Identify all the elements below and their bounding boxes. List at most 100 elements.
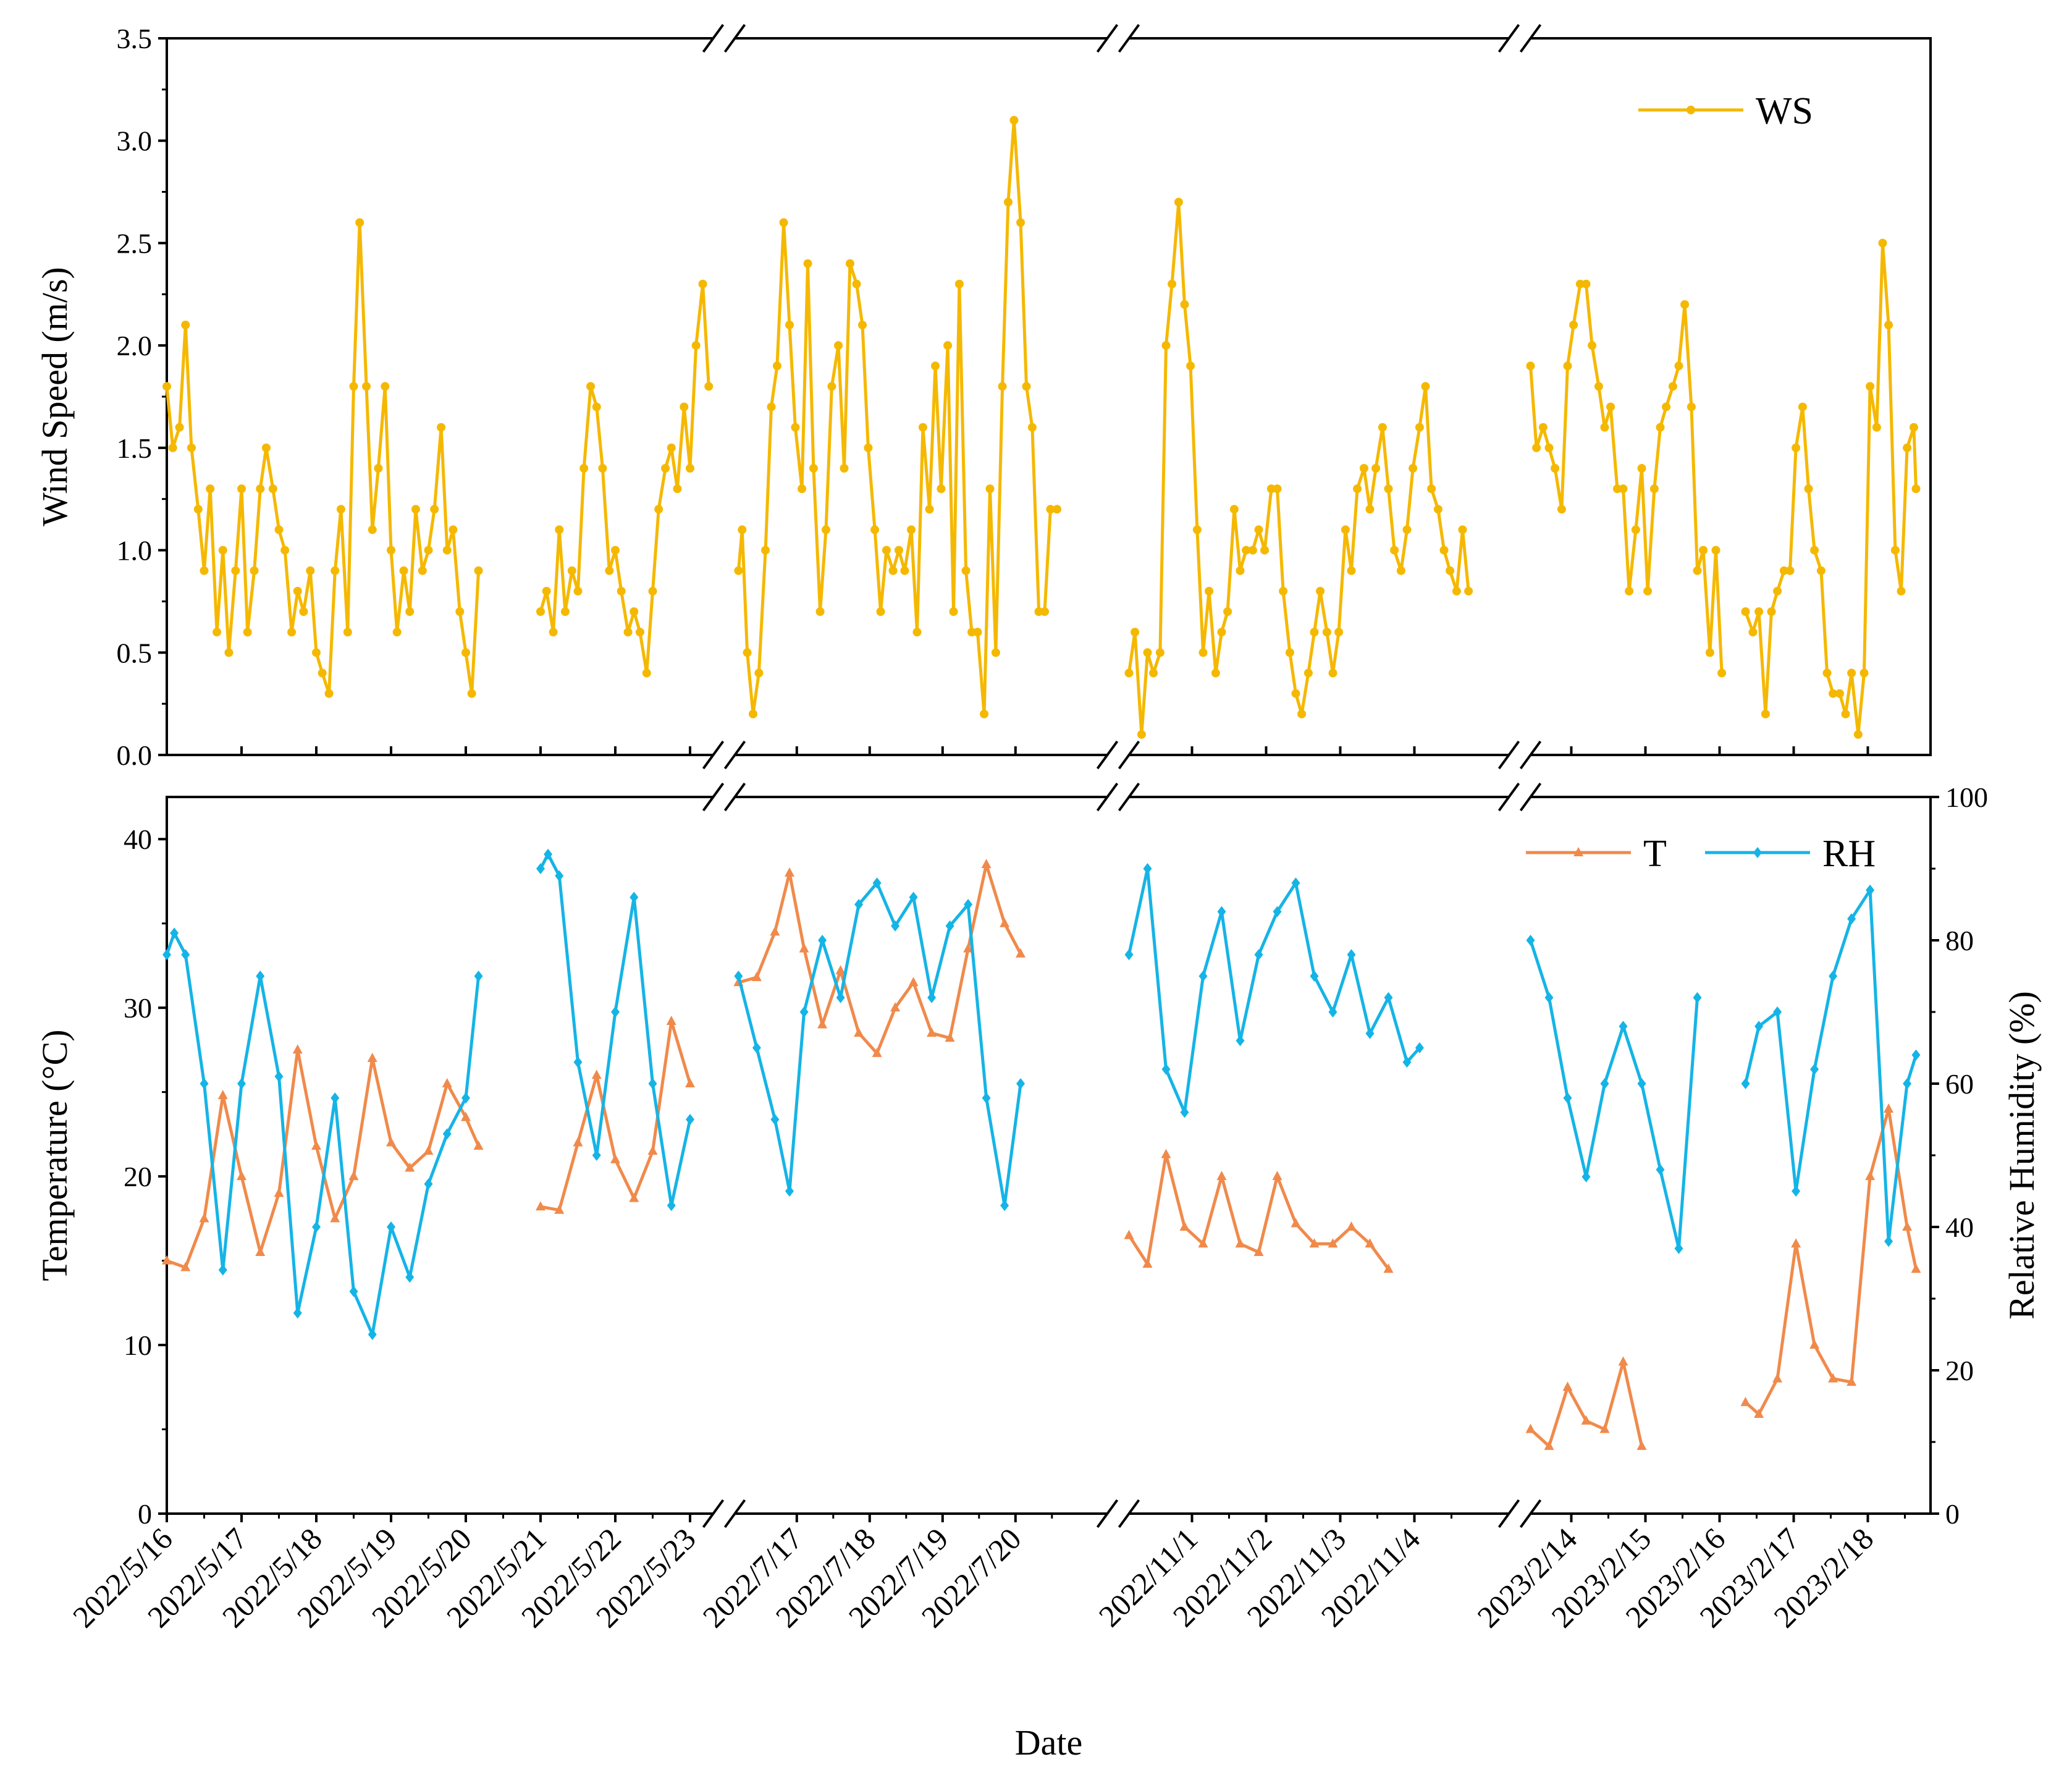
t-point: [1383, 1263, 1394, 1273]
ws-point: [900, 566, 909, 575]
ws-point: [1174, 198, 1183, 207]
wind-ytick-label: 1.0: [117, 535, 153, 567]
axis-break-2-tr-bottom-gap: [1509, 1509, 1531, 1519]
ws-point: [430, 505, 439, 514]
t-point: [405, 1162, 415, 1172]
ws-point: [1588, 341, 1597, 350]
ws-point: [1810, 546, 1819, 555]
rh-point: [1600, 1078, 1609, 1089]
t-point: [1809, 1339, 1820, 1349]
rh-point: [667, 1200, 676, 1212]
axis-break-1-tr-top-slash-left: [1096, 782, 1119, 812]
rh-point: [592, 1150, 601, 1161]
ws-point: [567, 566, 576, 575]
ws-point: [331, 566, 340, 575]
wind-ytick-label: 3.0: [117, 125, 153, 157]
rh-point: [200, 1078, 209, 1089]
rh-point: [648, 1078, 657, 1089]
ws-point: [374, 464, 383, 473]
rh-series-line: [1529, 940, 1699, 1250]
ws-point: [1415, 423, 1424, 432]
ws-point: [925, 505, 934, 514]
ws-point: [1649, 484, 1659, 494]
ws-point: [815, 607, 825, 616]
x-axis-label: Date: [1015, 1722, 1083, 1763]
rh-point: [461, 1092, 470, 1104]
ws-point: [858, 321, 867, 329]
ws-point: [1569, 321, 1578, 329]
t-point: [1544, 1440, 1554, 1450]
rh-point: [1656, 1164, 1665, 1176]
rh-point: [891, 920, 900, 932]
rh-point: [770, 1114, 780, 1125]
ws-point: [168, 443, 177, 452]
ws-point: [1371, 464, 1381, 473]
ws-point: [1637, 464, 1646, 473]
ws-point: [1341, 525, 1350, 534]
ws-point: [1260, 546, 1270, 555]
rh-point: [442, 1128, 452, 1140]
legend-ws-label: WS: [1756, 90, 1813, 132]
axis-break-0-tr-top-gap: [713, 792, 735, 802]
ws-point: [931, 361, 940, 371]
ws-point: [1674, 361, 1683, 371]
ws-point: [287, 628, 297, 637]
rh-point: [1415, 1042, 1424, 1053]
ws-point: [224, 648, 234, 657]
rh-point: [474, 971, 483, 982]
ws-point: [1761, 709, 1770, 719]
ws-point: [864, 443, 873, 452]
t-point: [1525, 1423, 1536, 1433]
t-point: [1740, 1396, 1751, 1406]
rh-ytick-label: 80: [1945, 925, 1974, 956]
ws-point: [1785, 566, 1795, 575]
t-point: [1865, 1171, 1876, 1181]
ws-point: [592, 402, 601, 411]
ws-point: [193, 505, 203, 514]
ws-point: [449, 525, 458, 534]
axis-break-2-wind-bottom-gap: [1509, 750, 1531, 760]
ws-point: [1773, 586, 1782, 596]
ws-point: [1229, 505, 1239, 514]
ws-point: [912, 628, 922, 637]
rh-point: [1526, 935, 1535, 946]
ws-point: [1600, 423, 1609, 432]
rh-point: [752, 1042, 761, 1053]
rh-point: [1384, 992, 1393, 1003]
ws-point: [1575, 279, 1585, 289]
axis-break-0-tr-top-slash-right: [723, 782, 746, 812]
wind-ylabel: Wind Speed (m/s): [35, 267, 75, 526]
t-series-line: [166, 1048, 480, 1269]
wind-ytick-label: 1.5: [117, 432, 153, 464]
t-point: [461, 1111, 471, 1121]
rh-point: [237, 1078, 246, 1089]
rh-point: [1563, 1092, 1572, 1104]
ws-point: [392, 628, 402, 637]
ws-point: [1909, 423, 1918, 432]
ws-point: [1004, 198, 1013, 207]
t-point: [908, 977, 919, 987]
rh-point: [1741, 1078, 1750, 1089]
axis-break-0-wind-bottom-gap: [713, 750, 735, 760]
axis-break-0-tr-top-slash-left: [702, 782, 725, 812]
ws-point: [1223, 607, 1232, 616]
t-point: [180, 1262, 191, 1271]
ws-point: [368, 525, 377, 534]
ws-point: [542, 586, 551, 596]
axis-break-1-tr-bottom-slash-left: [1096, 1499, 1119, 1528]
legend-t-marker: [1573, 847, 1583, 856]
rh-point: [293, 1307, 302, 1319]
ws-point: [918, 423, 927, 432]
t-point: [872, 1047, 882, 1057]
ws-point: [1798, 402, 1807, 411]
ws-point: [1053, 505, 1062, 514]
t-point: [1365, 1238, 1375, 1248]
rh-point: [1254, 949, 1263, 961]
ws-point: [852, 279, 861, 289]
rh-point: [1143, 863, 1152, 874]
ws-point: [1273, 484, 1282, 494]
t-point: [835, 965, 846, 975]
ws-point: [1631, 525, 1640, 534]
ws-point: [1236, 566, 1245, 575]
ws-point: [791, 423, 800, 432]
